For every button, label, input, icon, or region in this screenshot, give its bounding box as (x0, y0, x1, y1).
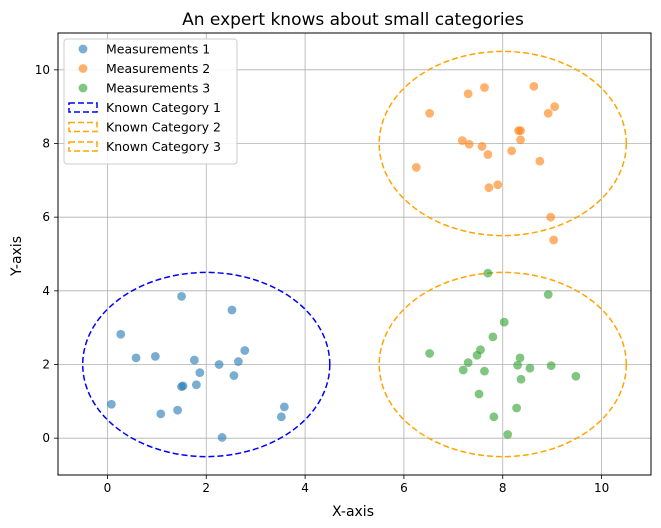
x-tick-label-4: 8 (499, 481, 507, 495)
data-point-s2-6 (480, 83, 489, 92)
legend: Measurements 1 Measurements 2 Measurements… (63, 38, 238, 165)
data-point-s1-19 (279, 402, 289, 412)
data-point-s2-4 (464, 139, 474, 149)
legend-label-series-2: Measurements 2 (106, 61, 210, 76)
data-point-s2-13 (516, 135, 525, 145)
data-point-s1-9 (189, 355, 199, 365)
data-point-s1-1 (116, 329, 126, 339)
data-point-s1-17 (240, 346, 250, 355)
data-point-s1-6 (177, 291, 186, 301)
data-point-s1-11 (195, 368, 205, 378)
legend-marker-region-2 (68, 121, 98, 133)
data-point-s1-4 (156, 409, 166, 419)
data-point-s2-3 (463, 89, 473, 99)
x-tick-label-0: 0 (104, 481, 112, 495)
y-axis-title: Y-axis (9, 236, 25, 277)
data-point-s1-10 (191, 380, 201, 390)
legend-marker-series-3 (78, 83, 88, 93)
data-point-s3-17 (543, 290, 553, 299)
data-point-s1-15 (229, 371, 239, 380)
data-point-s3-10 (499, 317, 509, 327)
chart-title: An expert knows about small categories (182, 10, 524, 30)
data-point-s3-0 (425, 349, 435, 358)
y-axis-ticks: 0 2 4 6 8 10 (35, 63, 58, 445)
category-regions (81, 50, 628, 458)
legend-marker-region-3 (68, 141, 98, 152)
legend-marker-region-1 (68, 102, 98, 113)
data-point-s2-15 (535, 156, 545, 166)
legend-label-region-1: Known Category 1 (106, 100, 221, 115)
plot-frame (57, 32, 652, 476)
data-point-s1-12 (214, 360, 224, 369)
series-2 (411, 82, 560, 245)
y-tick-label-1: 2 (42, 358, 50, 372)
data-point-s2-1 (425, 108, 435, 118)
data-point-s1-13 (217, 433, 227, 442)
legend-box (63, 38, 238, 165)
data-point-s3-9 (489, 412, 499, 422)
data-point-s3-6 (480, 366, 489, 376)
data-point-s2-10 (507, 146, 517, 156)
data-point-s2-9 (493, 180, 503, 190)
y-tick-label-4: 8 (42, 137, 50, 151)
data-point-s1-8 (178, 381, 188, 391)
data-point-s2-18 (549, 235, 559, 245)
x-axis-title: X-axis (332, 504, 374, 520)
data-point-s2-16 (543, 108, 553, 118)
data-point-s1-16 (233, 357, 243, 366)
series-1 (106, 291, 289, 442)
data-point-s3-13 (513, 360, 522, 370)
data-point-s1-0 (106, 399, 116, 409)
data-point-s1-14 (227, 305, 237, 315)
data-point-s3-7 (483, 268, 493, 278)
legend-marker-series-1 (78, 44, 88, 54)
data-point-s3-8 (488, 332, 498, 342)
data-point-s3-14 (515, 353, 525, 363)
legend-label-region-3: Known Category 3 (106, 139, 221, 154)
data-points (106, 82, 581, 442)
data-point-s2-14 (529, 82, 539, 91)
data-point-s2-0 (411, 163, 421, 172)
data-point-s3-12 (512, 403, 521, 413)
data-point-s3-11 (503, 430, 513, 439)
legend-marker-series-2 (78, 64, 88, 73)
data-point-s1-18 (276, 412, 286, 422)
data-point-s3-18 (546, 361, 556, 371)
data-point-s1-3 (150, 351, 160, 361)
data-point-s3-2 (463, 358, 473, 368)
data-point-s2-12 (516, 126, 525, 136)
data-point-s3-1 (458, 365, 468, 375)
legend-label-region-2: Known Category 2 (106, 120, 221, 135)
data-point-s2-17 (546, 212, 556, 222)
data-point-s3-19 (571, 371, 581, 381)
category-region-2 (378, 50, 628, 237)
x-tick-label-1: 2 (202, 481, 210, 495)
x-tick-label-3: 6 (400, 481, 408, 495)
series-3 (425, 268, 581, 439)
data-point-s3-15 (516, 374, 526, 384)
x-tick-label-5: 10 (594, 481, 609, 495)
data-point-s3-4 (474, 389, 484, 399)
legend-label-series-1: Measurements 1 (106, 42, 210, 57)
data-point-s1-2 (131, 353, 141, 363)
data-point-s1-5 (173, 405, 182, 415)
x-tick-label-2: 4 (301, 481, 309, 495)
x-axis-ticks: 0 2 4 6 8 10 (104, 475, 609, 495)
data-point-s3-5 (476, 345, 485, 355)
y-tick-label-2: 4 (42, 284, 50, 298)
y-tick-label-5: 10 (35, 63, 50, 77)
data-point-s2-5 (477, 142, 487, 151)
y-tick-label-3: 6 (42, 210, 50, 224)
category-region-1 (81, 271, 331, 458)
category-region-3 (378, 271, 628, 458)
legend-label-series-3: Measurements 3 (106, 81, 210, 96)
data-point-s2-7 (483, 150, 493, 159)
y-tick-label-0: 0 (42, 431, 50, 445)
data-point-s3-16 (525, 363, 535, 373)
data-point-s2-2 (457, 136, 467, 145)
data-point-s2-8 (484, 183, 494, 193)
data-point-s2-19 (550, 102, 560, 112)
